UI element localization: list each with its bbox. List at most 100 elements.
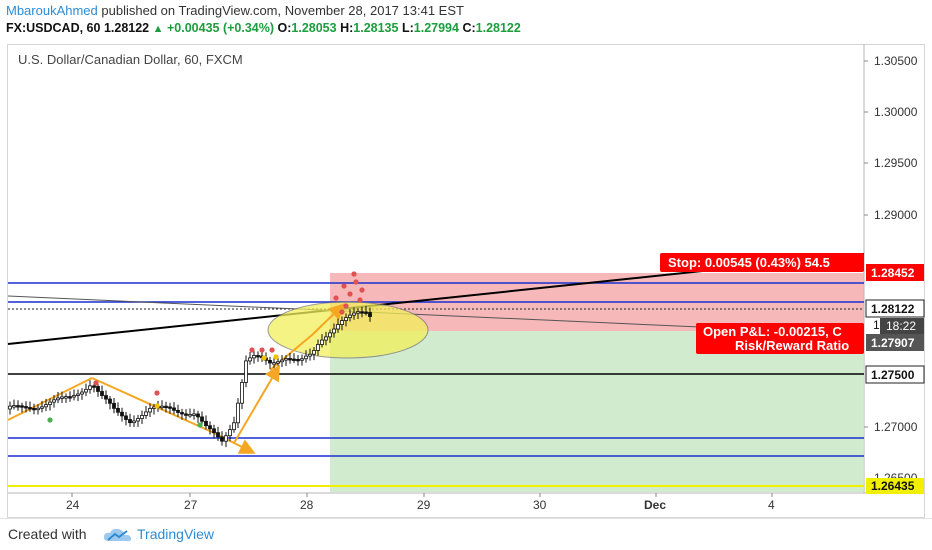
candle-body	[176, 409, 180, 413]
chart-frame[interactable]	[7, 44, 925, 518]
candle-body	[312, 350, 316, 355]
signal-dot	[259, 347, 265, 353]
candle-body	[172, 407, 176, 411]
tradingview-cloud-icon[interactable]	[103, 527, 133, 543]
signal-dot	[154, 390, 160, 396]
pnl-label-box[interactable]	[696, 323, 864, 354]
arrow-down-1[interactable]	[91, 377, 213, 433]
candle-body	[284, 358, 288, 361]
candle-body	[336, 324, 340, 330]
symbol-label: FX:USDCAD, 60	[6, 21, 101, 35]
candle-body	[268, 359, 272, 364]
candle-body	[168, 406, 172, 409]
highlight-ellipse[interactable]	[267, 301, 429, 359]
arrow-up-4[interactable]	[311, 303, 345, 336]
candlestick-series[interactable]	[8, 305, 372, 448]
low-label: L:	[401, 21, 414, 35]
candle-body	[32, 407, 36, 411]
target-price-tag	[866, 478, 924, 494]
signal-dot	[333, 295, 339, 301]
signal-dot	[273, 354, 279, 360]
signal-markers	[47, 271, 365, 428]
candle-body	[76, 393, 80, 396]
candle-body	[216, 432, 220, 438]
countdown-tag	[880, 318, 924, 334]
candle-body	[120, 411, 124, 417]
arrow-up-3[interactable]	[269, 334, 313, 371]
candle-body	[364, 311, 368, 314]
candle-body	[200, 416, 204, 422]
signal-dot	[269, 347, 275, 353]
candle-body	[324, 336, 328, 341]
candle-body	[180, 412, 184, 415]
candle-body	[208, 425, 212, 430]
candle-body	[204, 420, 208, 427]
level-price-tag-text: 1.27500	[871, 368, 915, 382]
candle-body	[244, 360, 248, 383]
candle-body	[344, 317, 348, 321]
candle-body	[20, 405, 24, 408]
close-label: C:	[462, 21, 476, 35]
time-tick: 4	[768, 498, 775, 512]
candle-body	[360, 311, 364, 314]
chart-canvas[interactable]: Stop: 0.00545 (0.43%) 54.5 Open P&L: -0.…	[0, 0, 932, 518]
arrow-up-2[interactable]	[233, 364, 281, 444]
stop-price-tag-text: 1.28452	[871, 266, 915, 280]
price-tick: 1.29000	[874, 208, 918, 222]
time-tick: 29	[417, 498, 431, 512]
candle-body	[160, 405, 164, 409]
candle-body	[44, 404, 48, 408]
stop-price-tag	[866, 264, 924, 281]
candle-body	[288, 358, 292, 361]
candle-body	[184, 413, 188, 416]
time-tick: 24	[66, 498, 80, 512]
candle-body	[316, 344, 320, 351]
signal-dot	[47, 417, 53, 423]
created-with-label: Created with	[8, 526, 87, 542]
signal-dot	[341, 283, 347, 289]
last-price-tag	[865, 299, 925, 318]
candle-body	[256, 355, 260, 358]
candle-body	[296, 358, 300, 362]
candle-body	[236, 402, 240, 424]
last-price-tag-text: 1.28122	[871, 302, 915, 316]
signal-dot	[359, 287, 365, 293]
candle-body	[232, 422, 236, 431]
candle-body	[56, 397, 60, 401]
candle-body	[128, 419, 132, 424]
publish-info: MbaroukAhmed published on TradingView.co…	[6, 3, 464, 18]
ohlc-bar: FX:USDCAD, 60 1.28122 ▲ +0.00435 (+0.34%…	[6, 21, 521, 35]
target-price-tag-text: 1.26435	[871, 479, 915, 493]
price-tick: 1.30000	[874, 105, 918, 119]
candle-body	[240, 382, 244, 404]
author-link[interactable]: MbaroukAhmed	[6, 3, 98, 18]
tradingview-link[interactable]: TradingView	[137, 526, 215, 542]
signal-dot	[261, 355, 267, 361]
candle-body	[212, 428, 216, 433]
candle-body	[140, 415, 144, 419]
countdown-prefix: 1	[873, 318, 880, 332]
countdown-tag-text: 18:22	[886, 319, 916, 333]
candle-body	[340, 320, 344, 325]
signal-dot	[357, 297, 363, 303]
candle-body	[304, 355, 308, 360]
open-value: 1.28053	[291, 21, 337, 35]
up-triangle-icon: ▲	[152, 23, 164, 35]
candle-body	[52, 399, 56, 403]
candle-body	[8, 405, 12, 410]
reward-zone[interactable]	[330, 331, 864, 492]
candle-body	[248, 357, 252, 362]
candle-body	[308, 353, 312, 357]
signal-dot	[347, 291, 353, 297]
candle-body	[280, 359, 284, 363]
stop-label-box[interactable]	[660, 253, 864, 272]
candle-body	[96, 386, 100, 392]
signal-dot	[197, 422, 203, 428]
high-label: H:	[340, 21, 354, 35]
time-tick: Dec	[644, 498, 666, 512]
candle-body	[64, 396, 68, 399]
signal-dot	[339, 309, 345, 315]
chart-title: U.S. Dollar/Canadian Dollar, 60, FXCM	[18, 52, 243, 67]
stop-label: Stop: 0.00545 (0.43%) 54.5	[668, 255, 830, 270]
candle-body	[68, 396, 72, 399]
